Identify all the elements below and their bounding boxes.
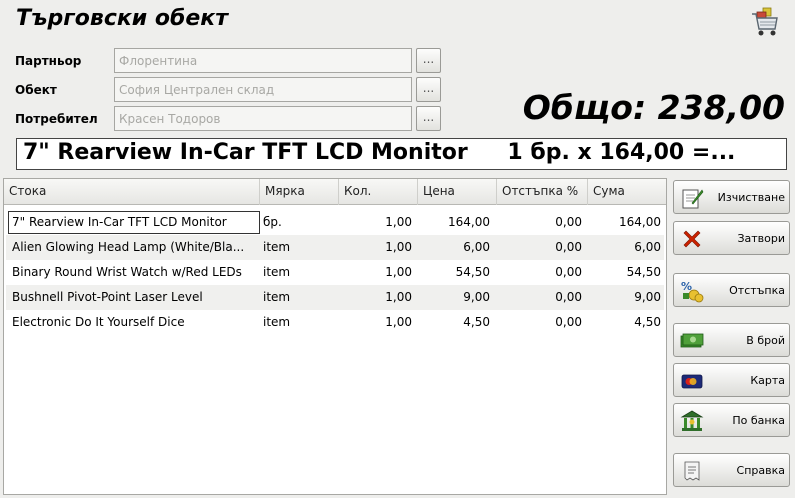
user-label: Потребител <box>15 112 98 126</box>
cell-item: Alien Glowing Head Lamp (White/Bla... <box>12 240 245 254</box>
display-item-name: 7" Rearview In-Car TFT LCD Monitor <box>23 140 468 165</box>
partner-field[interactable]: Флорентина <box>114 48 412 73</box>
receipt-icon <box>684 461 700 481</box>
card-button[interactable]: Карта <box>673 363 790 397</box>
table-row[interactable]: Electronic Do It Yourself Dice item 1,00… <box>6 310 664 335</box>
cell-discount: 0,00 <box>555 265 582 279</box>
cell-discount: 0,00 <box>555 290 582 304</box>
cell-price: 9,00 <box>463 290 490 304</box>
cash-button[interactable]: В брой <box>673 323 790 357</box>
cell-sum: 9,00 <box>634 290 661 304</box>
column-header-discount[interactable]: Отстъпка % <box>497 179 588 205</box>
partner-browse-button[interactable]: ... <box>416 48 441 73</box>
cell-discount: 0,00 <box>555 315 582 329</box>
cell-sum: 6,00 <box>634 240 661 254</box>
object-browse-button[interactable]: ... <box>416 77 441 102</box>
discount-icon: % <box>681 280 704 303</box>
user-field[interactable]: Красен Тодоров <box>114 106 412 131</box>
window-title: Търговски обект <box>16 6 228 31</box>
cell-qty: 1,00 <box>385 240 412 254</box>
clear-label: Изчистване <box>717 191 785 204</box>
bank-button[interactable]: По банка <box>673 403 790 437</box>
partner-label: Партньор <box>15 54 82 68</box>
column-header-item[interactable]: Стока <box>4 179 260 205</box>
card-label: Карта <box>750 374 785 387</box>
report-button[interactable]: Справка <box>673 453 790 487</box>
cell-price: 164,00 <box>448 215 490 229</box>
cell-unit: бр. <box>263 215 282 229</box>
table-row[interactable]: Binary Round Wrist Watch w/Red LEDs item… <box>6 260 664 285</box>
table-row[interactable]: 7" Rearview In-Car TFT LCD Monitor бр. 1… <box>6 210 664 235</box>
display-qty-price: 1 бр. x 164,00 =... <box>507 140 736 165</box>
column-header-unit[interactable]: Мярка <box>260 179 339 205</box>
bank-label: По банка <box>732 414 785 427</box>
column-header-sum[interactable]: Сума <box>593 184 625 198</box>
table-header: Стока Мярка Кол. Цена Отстъпка % Сума <box>4 179 666 205</box>
clear-icon <box>682 189 704 209</box>
close-label: Затвори <box>737 232 785 245</box>
bank-icon <box>680 410 704 431</box>
object-field[interactable]: София Централен склад <box>114 77 412 102</box>
cell-unit: item <box>263 290 291 304</box>
cell-unit: item <box>263 265 291 279</box>
cell-item: 7" Rearview In-Car TFT LCD Monitor <box>12 215 227 229</box>
item-display: 7" Rearview In-Car TFT LCD Monitor 1 бр.… <box>16 138 787 170</box>
table-row[interactable]: Alien Glowing Head Lamp (White/Bla... it… <box>6 235 664 260</box>
cell-discount: 0,00 <box>555 215 582 229</box>
items-table[interactable]: Стока Мярка Кол. Цена Отстъпка % Сума 7"… <box>3 178 667 495</box>
column-header-price[interactable]: Цена <box>418 179 497 205</box>
table-row[interactable]: Bushnell Pivot-Point Laser Level item 1,… <box>6 285 664 310</box>
cell-item: Bushnell Pivot-Point Laser Level <box>12 290 203 304</box>
cell-sum: 164,00 <box>619 215 661 229</box>
cell-price: 54,50 <box>455 265 490 279</box>
cell-sum: 54,50 <box>626 265 661 279</box>
cell-price: 6,00 <box>463 240 490 254</box>
discount-button[interactable]: % Отстъпка <box>673 273 790 307</box>
card-icon <box>681 374 703 389</box>
cell-item: Electronic Do It Yourself Dice <box>12 315 185 329</box>
cash-label: В брой <box>746 334 785 347</box>
cell-qty: 1,00 <box>385 290 412 304</box>
column-header-qty[interactable]: Кол. <box>339 179 418 205</box>
user-browse-button[interactable]: ... <box>416 106 441 131</box>
shopping-cart-icon <box>752 7 778 36</box>
close-x-icon <box>683 230 701 248</box>
total-amount: Общо: 238,00 <box>522 88 785 127</box>
report-label: Справка <box>736 464 785 477</box>
close-button[interactable]: Затвори <box>673 221 790 255</box>
cell-qty: 1,00 <box>385 315 412 329</box>
selected-cell-focus <box>8 211 260 234</box>
cell-sum: 4,50 <box>634 315 661 329</box>
svg-text:%: % <box>681 280 692 293</box>
cell-discount: 0,00 <box>555 240 582 254</box>
cash-icon <box>680 333 704 348</box>
clear-button[interactable]: Изчистване <box>673 180 790 214</box>
object-label: Обект <box>15 83 57 97</box>
cell-qty: 1,00 <box>385 215 412 229</box>
cell-price: 4,50 <box>463 315 490 329</box>
cell-unit: item <box>263 315 291 329</box>
cell-item: Binary Round Wrist Watch w/Red LEDs <box>12 265 242 279</box>
cell-qty: 1,00 <box>385 265 412 279</box>
discount-label: Отстъпка <box>729 284 785 297</box>
cell-unit: item <box>263 240 291 254</box>
